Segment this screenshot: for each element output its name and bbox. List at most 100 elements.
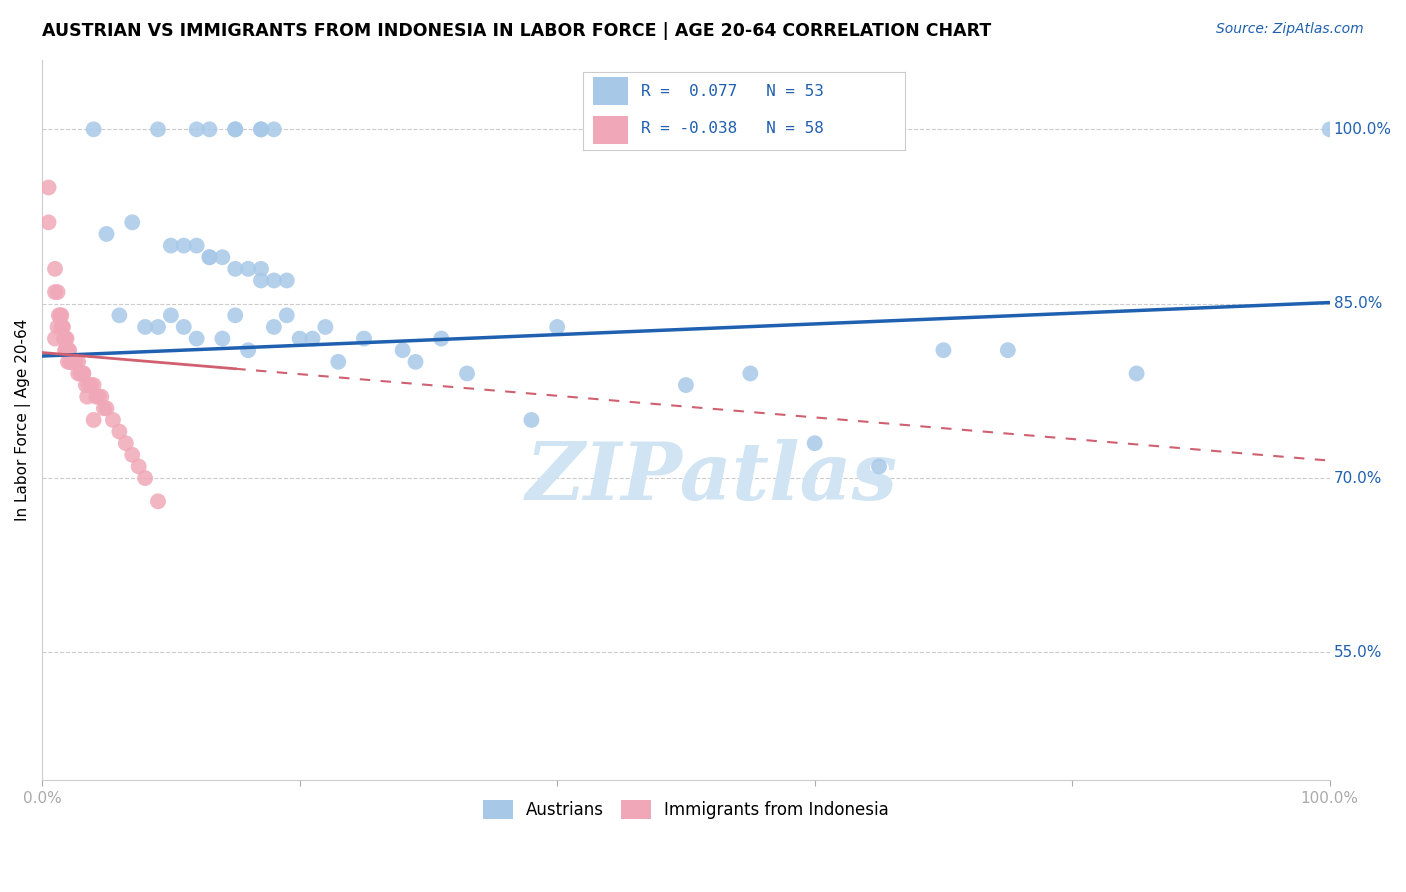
Point [46,320,69,334]
Text: 85.0%: 85.0% [1334,296,1382,311]
Point [51,320,73,334]
Point [44,332,66,346]
Point [101,413,124,427]
Point [59,355,82,369]
Point [173,320,195,334]
Point [456,367,478,381]
Point [520,413,543,427]
Text: 55.0%: 55.0% [1334,645,1382,660]
Point [263,273,285,287]
Point [67,367,90,381]
Point [868,459,890,474]
Point [69,367,91,381]
Point [328,355,350,369]
Point [224,122,246,136]
Point [198,250,221,264]
Point [59,355,82,369]
Point [53,332,76,346]
Point [53,343,76,358]
Point [250,261,273,276]
Point [276,273,298,287]
Point [52,320,75,334]
Point [134,471,156,485]
Point [76,390,98,404]
Point [83,378,105,392]
Point [146,494,169,508]
Point [72,367,94,381]
Point [211,250,233,264]
Point [72,367,94,381]
Point [1125,367,1147,381]
Point [314,320,336,334]
Point [83,413,105,427]
Point [38,215,60,229]
Point [250,273,273,287]
Point [56,343,79,358]
Point [128,459,150,474]
Point [108,309,131,323]
Point [53,332,76,346]
Point [83,122,105,136]
Point [186,238,208,252]
Point [96,227,118,241]
Point [224,122,246,136]
Point [391,343,413,358]
Point [263,320,285,334]
Point [353,332,375,346]
Point [53,332,76,346]
Point [173,238,195,252]
Point [62,355,84,369]
Point [58,343,80,358]
Point [52,320,75,334]
Point [740,367,762,381]
Point [65,355,87,369]
Point [56,343,79,358]
Point [48,309,70,323]
Point [121,448,143,462]
Point [301,332,323,346]
Text: 100.0%: 100.0% [1334,122,1392,136]
Point [80,378,103,392]
Point [49,309,72,323]
Point [56,343,79,358]
Point [997,343,1019,358]
Point [211,332,233,346]
Point [44,261,66,276]
Point [69,367,91,381]
Point [250,122,273,136]
Point [430,332,453,346]
Point [114,436,136,450]
Point [288,332,311,346]
Point [53,343,76,358]
Point [77,378,100,392]
Point [405,355,427,369]
Point [56,355,79,369]
Point [75,378,97,392]
Point [59,355,82,369]
Point [87,390,110,404]
Point [146,320,169,334]
Point [263,122,285,136]
Point [108,425,131,439]
Point [56,343,79,358]
Point [186,122,208,136]
Point [146,122,169,136]
Point [96,401,118,416]
Legend: Austrians, Immigrants from Indonesia: Austrians, Immigrants from Indonesia [477,794,896,826]
Y-axis label: In Labor Force | Age 20-64: In Labor Force | Age 20-64 [15,318,31,521]
Text: Source: ZipAtlas.com: Source: ZipAtlas.com [1216,22,1364,37]
Point [276,309,298,323]
Text: ZIPatlas: ZIPatlas [526,439,898,516]
Point [1319,122,1341,136]
Point [236,261,259,276]
Point [250,122,273,136]
Point [803,436,825,450]
Point [38,180,60,194]
Point [67,355,90,369]
Point [236,343,259,358]
Point [93,401,115,416]
Text: AUSTRIAN VS IMMIGRANTS FROM INDONESIA IN LABOR FORCE | AGE 20-64 CORRELATION CHA: AUSTRIAN VS IMMIGRANTS FROM INDONESIA IN… [42,22,991,40]
Point [224,309,246,323]
Point [932,343,955,358]
Point [69,367,91,381]
